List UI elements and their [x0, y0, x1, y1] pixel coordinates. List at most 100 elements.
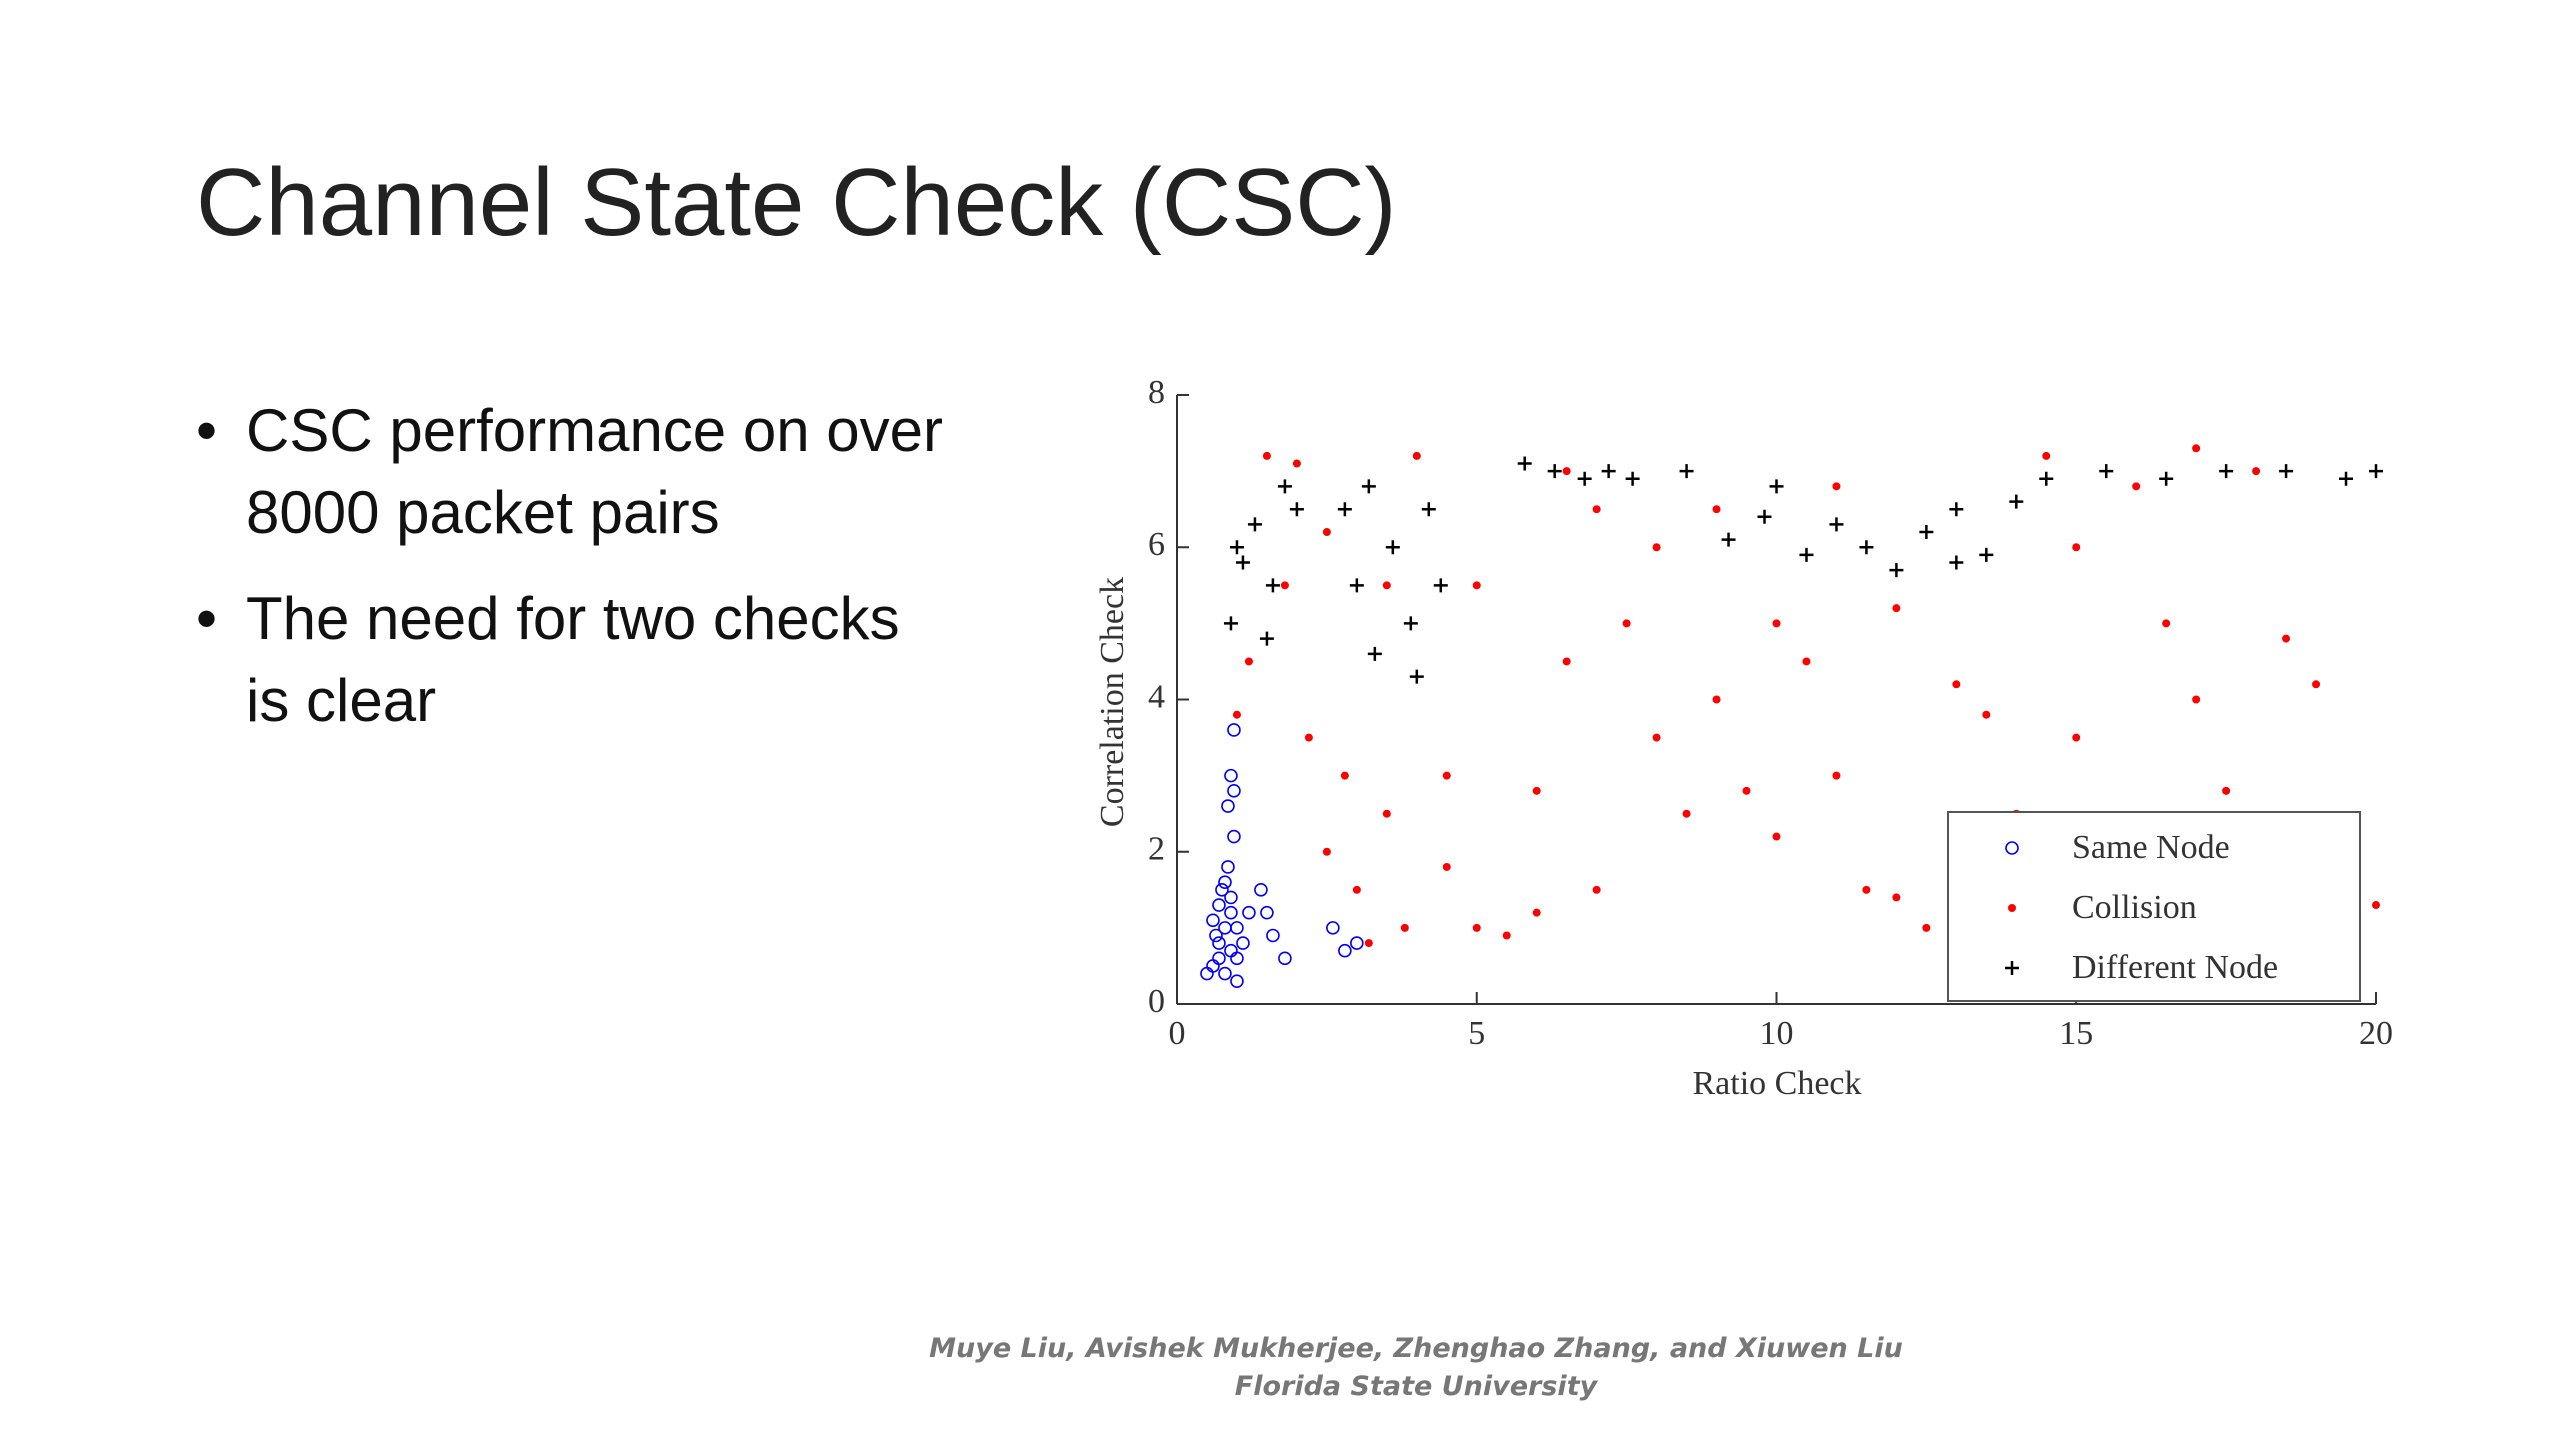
y-tick-label: 8	[1148, 374, 1165, 411]
point	[1601, 464, 1616, 479]
footer-affiliation: Florida State University	[1234, 1371, 1598, 1402]
point	[2312, 680, 2321, 689]
point	[1247, 517, 1262, 532]
point	[1292, 459, 1301, 468]
point	[1367, 646, 1382, 661]
point	[2282, 634, 2291, 643]
point	[1304, 733, 1313, 742]
point	[1209, 928, 1223, 943]
point	[2219, 464, 2234, 479]
series	[1223, 456, 2383, 684]
point	[1227, 829, 1241, 844]
point	[1721, 532, 1736, 547]
x-tick-label: 15	[2059, 1015, 2093, 1052]
point	[1622, 619, 1631, 628]
point	[1532, 786, 1541, 795]
point	[1532, 908, 1541, 917]
y-tick-label: 2	[1148, 831, 1165, 868]
chart: Ratio Check Correlation Check 0 5 10 15 20 0 2…	[1094, 374, 2393, 1102]
point	[2252, 467, 2261, 476]
point	[1337, 502, 1352, 517]
point	[1200, 966, 1214, 981]
point	[1862, 885, 1871, 894]
point	[1385, 540, 1400, 555]
point	[1382, 809, 1391, 818]
point	[1235, 555, 1250, 570]
point	[1769, 479, 1784, 494]
point	[1592, 885, 1601, 894]
point	[1832, 771, 1841, 780]
bullet-list: CSC performance on over 8000 packet pair…	[196, 390, 956, 766]
x-tick-label: 0	[1169, 1015, 1186, 1052]
point	[1502, 931, 1511, 940]
point	[1266, 928, 1280, 943]
point	[2279, 464, 2294, 479]
point	[1262, 451, 1271, 460]
point	[1517, 456, 1532, 471]
point	[1403, 616, 1418, 631]
point	[1223, 616, 1238, 631]
point	[1278, 951, 1292, 966]
point	[1442, 771, 1451, 780]
footer-authors: Muye Liu, Avishek Mukherjee, Zhenghao Zh…	[929, 1333, 1903, 1364]
footer: Muye Liu, Avishek Mukherjee, Zhenghao Zh…	[0, 1330, 2560, 1406]
y-tick-label: 0	[1148, 983, 1165, 1020]
point	[1679, 464, 1694, 479]
point	[1361, 479, 1376, 494]
point	[1829, 517, 1844, 532]
point	[1547, 464, 1562, 479]
point	[1859, 540, 1874, 555]
point	[1221, 799, 1235, 813]
point	[1433, 578, 1448, 593]
bullet: The need for two checks is clear	[196, 578, 956, 742]
point	[2192, 695, 2201, 704]
point	[1242, 905, 1256, 920]
x-axis-label: Ratio Check	[1692, 1065, 1861, 1102]
point	[1265, 578, 1280, 593]
point	[2159, 471, 2174, 486]
legend: Same Node Collision Different Node	[1947, 811, 2361, 1002]
point	[1212, 898, 1226, 912]
point	[1400, 923, 1409, 932]
point	[1218, 875, 1232, 890]
point	[1322, 528, 1331, 537]
point	[1322, 847, 1331, 856]
x-tick-label: 5	[1468, 1015, 1485, 1052]
point	[1206, 959, 1220, 973]
x-tick-label: 20	[2359, 1015, 2393, 1052]
point	[1232, 710, 1241, 719]
point	[1244, 657, 1253, 666]
point	[1799, 547, 1814, 562]
point	[1979, 547, 1994, 562]
point	[1577, 471, 1592, 486]
point	[1212, 951, 1226, 966]
point	[1218, 966, 1232, 981]
y-tick-label: 4	[1148, 678, 1165, 715]
point	[1289, 502, 1304, 517]
point	[1625, 471, 1640, 486]
point	[1206, 913, 1220, 928]
point	[1215, 883, 1229, 897]
point	[1230, 951, 1244, 966]
point	[1652, 733, 1661, 742]
point	[1772, 619, 1781, 628]
legend-label: Different Node	[2072, 949, 2278, 986]
point	[1772, 832, 1781, 841]
point	[2132, 482, 2141, 491]
point	[1280, 581, 1289, 590]
point	[1712, 505, 1721, 514]
point	[2099, 464, 2114, 479]
point	[1892, 893, 1901, 902]
legend-marker	[2005, 841, 2019, 855]
point	[1409, 669, 1424, 684]
point	[1421, 502, 1436, 517]
legend-label: Same Node	[2072, 829, 2230, 866]
point	[1712, 695, 1721, 704]
point	[2222, 786, 2231, 795]
point	[1212, 936, 1226, 950]
point	[1230, 921, 1244, 935]
point	[1742, 786, 1751, 795]
point	[1919, 525, 1934, 540]
point	[1224, 890, 1238, 905]
